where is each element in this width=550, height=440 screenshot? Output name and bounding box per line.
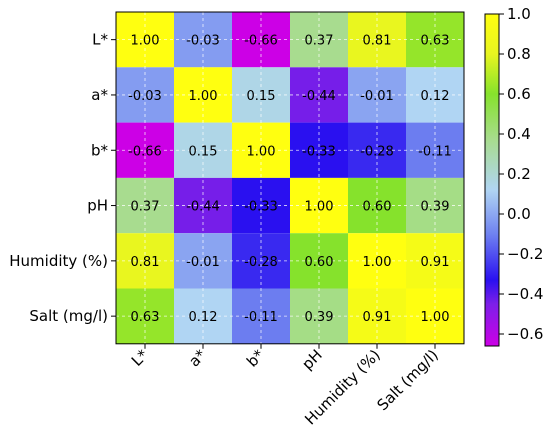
colorbar-tick-label: −0.6 <box>507 325 543 343</box>
colorbar <box>484 13 500 347</box>
colorbar-tick-label: 0.8 <box>507 45 531 63</box>
colorbar-tick-label: 0.4 <box>507 125 531 143</box>
cell-value-label: -0.33 <box>244 200 278 215</box>
cell-value-label: 0.63 <box>131 310 160 325</box>
colorbar-tick-label: −0.4 <box>507 285 543 303</box>
cell-value-label: -0.01 <box>360 89 394 104</box>
cell-value-label: -0.01 <box>186 255 220 270</box>
x-tick-label: b* <box>243 346 268 371</box>
cell-value-label: -0.44 <box>302 89 336 104</box>
cell-value-label: -0.66 <box>128 144 162 159</box>
y-tick-label: b* <box>91 141 109 159</box>
cell-value-label: 1.00 <box>247 144 276 159</box>
plot-frame <box>115 11 465 345</box>
cell-value-label: -0.28 <box>360 144 394 159</box>
y-tick-label: Salt (mg/l) <box>29 307 108 325</box>
cell-value-label: 0.81 <box>363 34 392 49</box>
cell-value-label: -0.03 <box>186 34 220 49</box>
y-tick-label: pH <box>87 197 108 215</box>
cell-value-label: -0.66 <box>244 34 278 49</box>
cell-value-label: -0.11 <box>418 144 452 159</box>
colorbar-tick-label: 1.0 <box>507 5 531 23</box>
cell-value-label: 0.91 <box>363 310 392 325</box>
cell-value-label: -0.11 <box>244 310 278 325</box>
colorbar-tick-label: 0.2 <box>507 165 531 183</box>
x-tick-label: L* <box>128 346 152 370</box>
cell-value-label: 1.00 <box>305 200 334 215</box>
cell-value-label: 0.12 <box>421 89 450 104</box>
cell-value-label: 0.15 <box>189 144 218 159</box>
colorbar-tick-label: 0.0 <box>507 205 531 223</box>
cell-value-label: 0.60 <box>363 200 392 215</box>
cell-value-label: -0.03 <box>128 89 162 104</box>
cell-value-label: -0.33 <box>302 144 336 159</box>
cell-value-label: -0.44 <box>186 200 220 215</box>
cell-value-label: 0.60 <box>305 255 334 270</box>
cell-value-label: 1.00 <box>363 255 392 270</box>
cell-value-label: 0.63 <box>421 34 450 49</box>
cell-value-label: 0.91 <box>421 255 450 270</box>
cell-value-label: 0.37 <box>131 200 160 215</box>
cell-value-label: 0.37 <box>305 34 334 49</box>
x-tick-label: a* <box>185 346 210 371</box>
cell-value-label: -0.28 <box>244 255 278 270</box>
cell-value-label: 0.39 <box>421 200 450 215</box>
cell-value-label: 0.39 <box>305 310 334 325</box>
y-tick-label: L* <box>92 31 108 49</box>
colorbar-tick-label: 0.6 <box>507 85 531 103</box>
x-tick-label: pH <box>298 346 325 373</box>
cell-value-label: 0.15 <box>247 89 276 104</box>
colorbar-tick-label: −0.2 <box>507 245 543 263</box>
cell-value-label: 0.81 <box>131 255 160 270</box>
cell-value-label: 1.00 <box>131 34 160 49</box>
cell-value-label: 1.00 <box>189 89 218 104</box>
cell-value-label: 1.00 <box>421 310 450 325</box>
y-tick-label: Humidity (%) <box>9 252 108 270</box>
cell-value-label: 0.12 <box>189 310 218 325</box>
y-tick-label: a* <box>91 86 108 104</box>
x-tick-label: Salt (mg/l) <box>374 346 442 414</box>
